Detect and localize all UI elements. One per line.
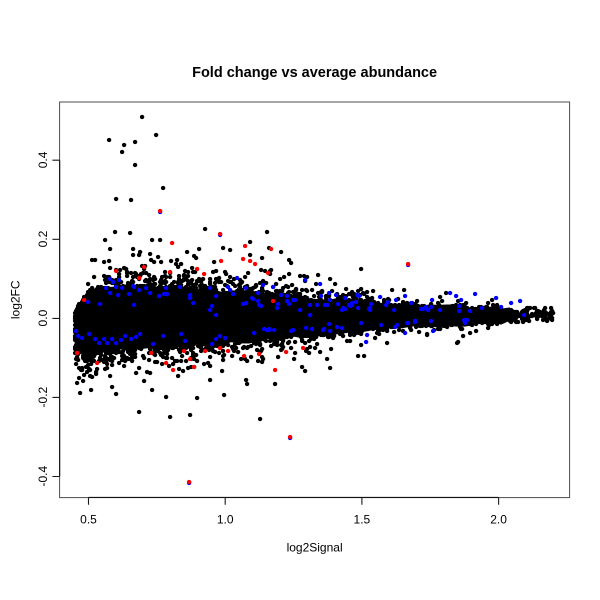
svg-text:-0.4: -0.4	[36, 466, 50, 487]
svg-text:2.0: 2.0	[490, 513, 507, 527]
svg-text:log2Signal: log2Signal	[287, 541, 343, 555]
svg-text:0.5: 0.5	[80, 513, 97, 527]
svg-text:Fold change vs average abundan: Fold change vs average abundance	[192, 65, 437, 81]
svg-text:1.5: 1.5	[354, 513, 371, 527]
svg-text:0.2: 0.2	[36, 230, 50, 247]
svg-text:-0.2: -0.2	[36, 386, 50, 407]
svg-text:0.0: 0.0	[36, 309, 50, 326]
svg-text:0.4: 0.4	[36, 151, 50, 168]
svg-text:1.0: 1.0	[217, 513, 234, 527]
svg-text:log2FC: log2FC	[8, 280, 22, 319]
